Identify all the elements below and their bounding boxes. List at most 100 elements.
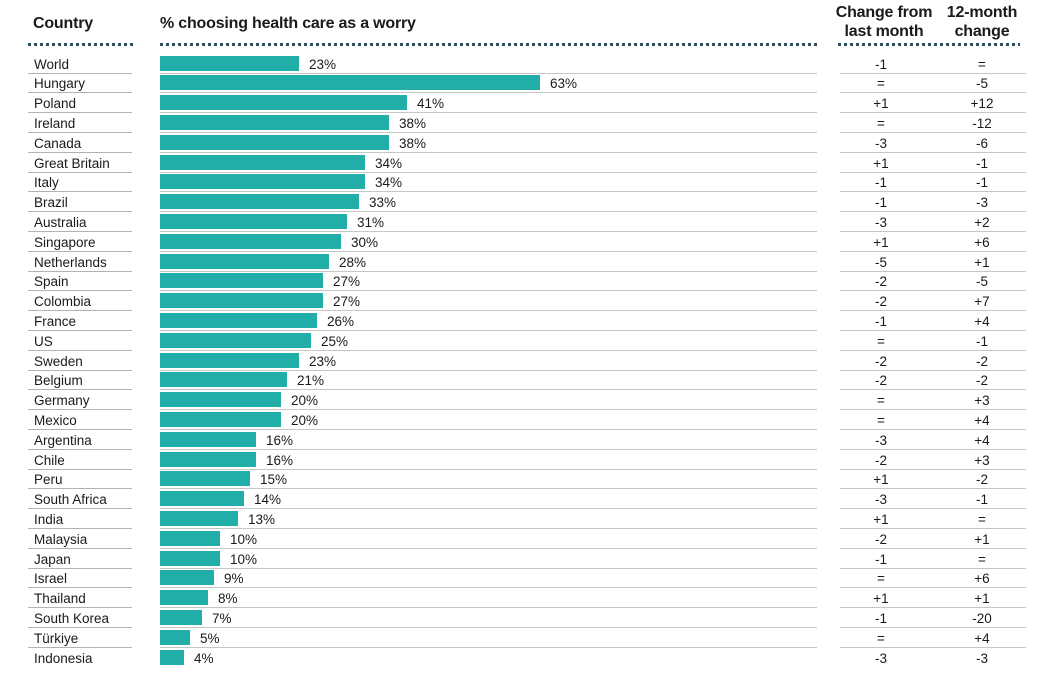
change-row-line (840, 211, 1026, 213)
bar-row-line (160, 587, 817, 589)
value-bar (160, 154, 365, 170)
change-12-month-value: -3 (975, 195, 988, 211)
value-label: 9% (224, 571, 244, 587)
change-last-month-value: = (877, 393, 885, 409)
change-last-month-value: -1 (874, 175, 887, 191)
value-bar (160, 174, 365, 190)
country-underline (28, 527, 132, 529)
country-label: Singapore (34, 234, 96, 250)
country-underline (28, 468, 132, 470)
value-label: 34% (375, 155, 403, 171)
country-label: Hungary (34, 76, 86, 92)
change-12-month-value: -3 (975, 650, 988, 666)
value-bar (160, 273, 323, 289)
country-label: Germany (34, 393, 90, 409)
country-row: South Africa 14% -3 -1 (0, 491, 1038, 511)
bar-row-line (160, 448, 817, 450)
change-last-month-value: -3 (874, 432, 887, 448)
value-bar (160, 213, 347, 229)
change-row-line (840, 409, 1026, 411)
change-row-line (840, 171, 1026, 173)
change-12-month-value: +1 (974, 531, 990, 547)
country-row: Peru 15% +1 -2 (0, 471, 1038, 491)
bar-row-line (160, 349, 817, 351)
value-label: 14% (254, 492, 282, 508)
value-label: 25% (321, 333, 349, 349)
change-last-month-value: -3 (874, 214, 887, 230)
change-last-month-value: +1 (873, 591, 889, 607)
value-bar (160, 75, 540, 91)
country-label: South Korea (34, 610, 110, 626)
change-row-line (840, 369, 1026, 371)
country-underline (28, 369, 132, 371)
country-underline (28, 290, 132, 292)
change-last-month-value: -2 (874, 452, 887, 468)
change-last-month-value: = (877, 412, 885, 428)
country-underline (28, 428, 132, 430)
country-underline (28, 211, 132, 213)
value-label: 4% (194, 650, 214, 666)
country-label: Australia (34, 214, 87, 230)
country-label: Canada (34, 135, 82, 151)
change-last-month-value: = (877, 115, 885, 131)
country-underline (28, 567, 132, 569)
value-label: 38% (399, 115, 427, 131)
bar-row-line (160, 131, 817, 133)
country-underline (28, 92, 132, 94)
change-row-line (840, 488, 1026, 490)
value-bar (160, 510, 238, 526)
change-12-month-value: -1 (975, 333, 988, 349)
change-last-month-value: +1 (873, 511, 889, 527)
country-row: Ireland 38% = -12 (0, 114, 1038, 135)
change-12-month-value: +4 (974, 432, 990, 448)
country-underline (28, 250, 132, 252)
value-label: 21% (297, 373, 325, 389)
country-label: Mexico (34, 412, 77, 428)
country-underline (28, 112, 132, 114)
value-bar (160, 293, 323, 309)
value-label: 33% (369, 195, 397, 211)
change-12-month-header: 12-month change (946, 4, 1018, 40)
country-label: Netherlands (34, 254, 107, 270)
value-label: 8% (218, 591, 238, 607)
value-bar (160, 431, 256, 447)
country-row: Spain 27% -2 -5 (0, 273, 1038, 293)
country-underline (28, 329, 132, 331)
country-underline (28, 389, 132, 391)
bar-row-line (160, 72, 817, 74)
chart-title: % choosing health care as a worry (160, 15, 416, 32)
change-row-line (840, 567, 1026, 569)
country-underline (28, 310, 132, 312)
change-12-month-value: -1 (975, 175, 988, 191)
value-label: 28% (339, 254, 367, 270)
bar-row-line (160, 230, 817, 232)
bar-row-line (160, 428, 817, 430)
bar-row-line (160, 646, 817, 648)
change-row-line (840, 92, 1026, 94)
country-row: Malaysia 10% -2 +1 (0, 530, 1038, 551)
bar-row-line (160, 92, 817, 94)
value-label: 63% (550, 76, 578, 92)
bar-row-line (160, 567, 817, 569)
country-underline (28, 607, 132, 609)
change-last-month-value: -1 (874, 551, 887, 567)
bar-row-line (160, 191, 817, 193)
country-row: Great Britain 34% +1 -1 (0, 154, 1038, 175)
bar-row-line (160, 112, 817, 114)
change-12-month-value: +4 (974, 313, 990, 329)
change-12-month-value: = (978, 551, 986, 567)
change-12-month-value: +6 (974, 571, 990, 587)
change-12-month-value: +12 (970, 96, 994, 112)
country-label: US (34, 333, 53, 349)
country-underline (28, 131, 132, 133)
country-label: Poland (34, 96, 77, 112)
country-label: Türkiye (34, 630, 79, 646)
change-12-month-value: -1 (975, 155, 988, 171)
change-row-line (840, 112, 1026, 114)
value-bar (160, 312, 317, 328)
value-label: 20% (291, 393, 319, 409)
change-12-month-value: +2 (974, 214, 990, 230)
change-last-month-value: +1 (873, 472, 889, 488)
country-row: Belgium 21% -2 -2 (0, 372, 1038, 392)
value-bar (160, 55, 299, 71)
